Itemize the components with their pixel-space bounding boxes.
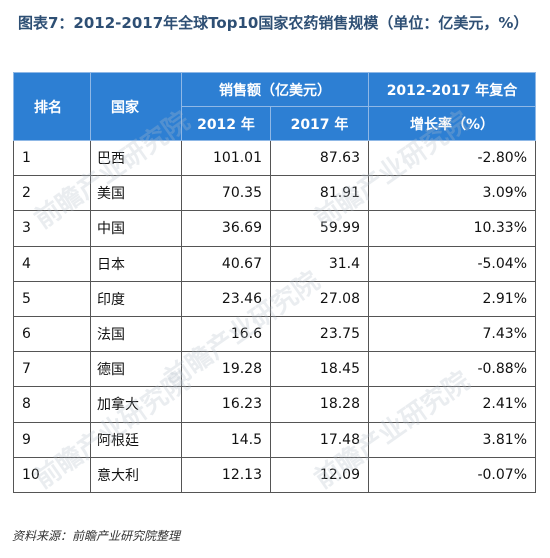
cagr-cell: -5.04% [368, 245, 536, 282]
header-sales-group: 销售额（亿美元） [181, 72, 369, 107]
source-note: 资料来源：前瞻产业研究院整理 [12, 529, 181, 543]
sales-2012-cell: 101.01 [181, 139, 271, 177]
sales-2017-cell: 81.91 [270, 175, 369, 212]
sales-2017-cell: 23.75 [270, 315, 369, 353]
country-cell: 印度 [90, 280, 182, 317]
header-2012: 2012 年 [181, 106, 271, 141]
rank-cell: 3 [13, 210, 91, 247]
table-row: 10 意大利 12.13 12.09 -0.07% [13, 456, 536, 493]
country-cell: 中国 [90, 210, 182, 247]
rank-cell: 10 [13, 456, 91, 493]
sales-2012-cell: 16.6 [181, 315, 271, 353]
sales-2017-cell: 59.99 [270, 210, 369, 247]
country-cell: 加拿大 [90, 386, 182, 423]
cagr-cell: 3.09% [368, 175, 536, 212]
country-cell: 日本 [90, 245, 182, 282]
sales-2017-cell: 18.28 [270, 386, 369, 423]
sales-2012-cell: 36.69 [181, 210, 271, 247]
rank-cell: 9 [13, 421, 91, 458]
sales-table: 排名 国家 销售额（亿美元） 2012-2017 年复合 2012 年 2017… [13, 72, 536, 493]
country-cell: 德国 [90, 351, 182, 388]
cagr-cell: -0.88% [368, 351, 536, 388]
rank-cell: 1 [13, 139, 91, 177]
sales-2012-cell: 16.23 [181, 386, 271, 423]
sales-2017-cell: 18.45 [270, 351, 369, 388]
rank-cell: 4 [13, 245, 91, 282]
table-row: 1 巴西 101.01 87.63 -2.80% [13, 139, 536, 177]
country-cell: 法国 [90, 315, 182, 353]
rank-cell: 7 [13, 351, 91, 388]
sales-2012-cell: 70.35 [181, 175, 271, 212]
cagr-cell: 2.91% [368, 280, 536, 317]
cagr-cell: -2.80% [368, 139, 536, 177]
country-cell: 阿根廷 [90, 421, 182, 458]
header-country: 国家 [90, 72, 182, 141]
table-row: 3 中国 36.69 59.99 10.33% [13, 210, 536, 247]
header-cagr-line1: 2012-2017 年复合 [368, 72, 536, 107]
table-row: 4 日本 40.67 31.4 -5.04% [13, 245, 536, 282]
country-cell: 意大利 [90, 456, 182, 493]
sales-2017-cell: 27.08 [270, 280, 369, 317]
rank-cell: 6 [13, 315, 91, 353]
header-rank: 排名 [13, 72, 91, 141]
header-cagr-line2: 增长率（%） [368, 106, 536, 141]
table-row: 7 德国 19.28 18.45 -0.88% [13, 351, 536, 388]
table-row: 2 美国 70.35 81.91 3.09% [13, 175, 536, 212]
cagr-cell: 3.81% [368, 421, 536, 458]
sales-2012-cell: 14.5 [181, 421, 271, 458]
table-row: 5 印度 23.46 27.08 2.91% [13, 280, 536, 317]
country-cell: 巴西 [90, 139, 182, 177]
table-row: 8 加拿大 16.23 18.28 2.41% [13, 386, 536, 423]
sales-2012-cell: 23.46 [181, 280, 271, 317]
sales-2012-cell: 40.67 [181, 245, 271, 282]
sales-2017-cell: 87.63 [270, 139, 369, 177]
rank-cell: 8 [13, 386, 91, 423]
sales-2017-cell: 12.09 [270, 456, 369, 493]
cagr-cell: 2.41% [368, 386, 536, 423]
rank-cell: 2 [13, 175, 91, 212]
sales-2012-cell: 12.13 [181, 456, 271, 493]
cagr-cell: 10.33% [368, 210, 536, 247]
table-body: 1 巴西 101.01 87.63 -2.80% 2 美国 70.35 81.91 3.09% 3 中… [13, 139, 536, 493]
cagr-cell: 7.43% [368, 315, 536, 353]
chart-title: 图表7：2012-2017年全球Top10国家农药销售规模（单位：亿美元，%） [18, 14, 529, 32]
sales-2017-cell: 31.4 [270, 245, 369, 282]
header-2017: 2017 年 [270, 106, 369, 141]
rank-cell: 5 [13, 280, 91, 317]
table-row: 6 法国 16.6 23.75 7.43% [13, 315, 536, 353]
table-row: 9 阿根廷 14.5 17.48 3.81% [13, 421, 536, 458]
cagr-cell: -0.07% [368, 456, 536, 493]
sales-2017-cell: 17.48 [270, 421, 369, 458]
country-cell: 美国 [90, 175, 182, 212]
sales-2012-cell: 19.28 [181, 351, 271, 388]
